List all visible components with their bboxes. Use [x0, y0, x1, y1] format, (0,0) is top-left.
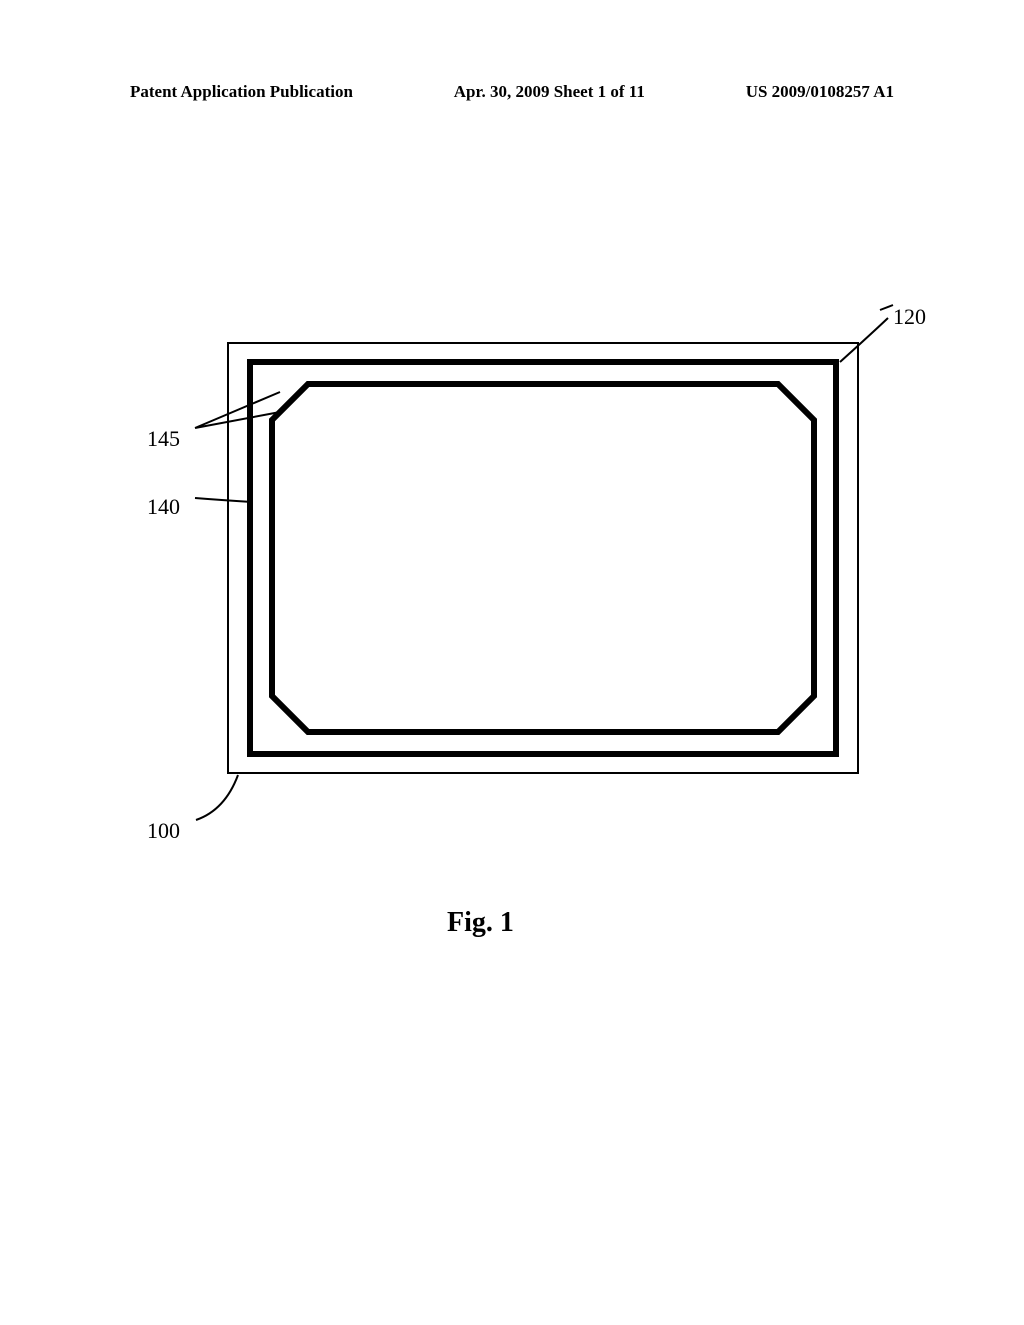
patent-diagram [0, 0, 1024, 1320]
inner-octagon [272, 384, 814, 732]
leader-140 [195, 498, 252, 502]
middle-rect [250, 362, 836, 754]
leader-100 [196, 775, 238, 820]
callout-label-120: 120 [893, 304, 926, 330]
callout-label-100: 100 [147, 818, 180, 844]
tick-120 [880, 305, 893, 310]
callout-label-145: 145 [147, 426, 180, 452]
diagram-svg [0, 0, 1024, 1320]
outer-rect [228, 343, 858, 773]
figure-label: Fig. 1 [447, 907, 514, 939]
leader-145 [195, 392, 280, 428]
callout-label-140: 140 [147, 494, 180, 520]
leader-120 [840, 318, 888, 362]
